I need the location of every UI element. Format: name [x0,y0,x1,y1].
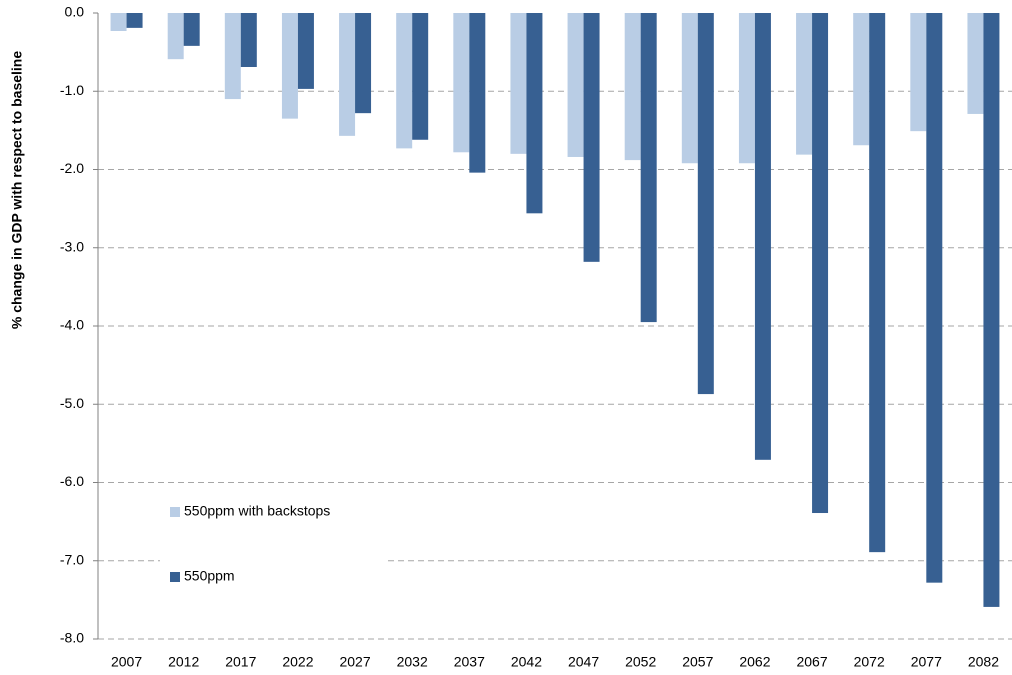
legend-label: 550ppm with backstops [184,503,330,519]
bar [453,13,470,153]
bar [853,13,870,146]
bar [412,13,429,140]
y-tick-label: -8.0 [60,630,84,646]
legend-label: 550ppm [184,568,235,584]
y-tick-label: -5.0 [60,395,84,411]
y-axis-title: % change in GDP with respect to baseline [9,51,25,329]
x-tick-label: 2017 [225,654,256,670]
bar [110,13,127,31]
x-tick-label: 2047 [568,654,599,670]
bar [983,13,1000,607]
bar [681,13,698,164]
y-tick-label: 0.0 [65,4,85,20]
x-tick-label: 2022 [282,654,313,670]
y-tick-label: -4.0 [60,317,84,333]
x-tick-label: 2082 [968,654,999,670]
x-tick-label: 2052 [625,654,656,670]
bar [526,13,543,214]
legend-background [160,494,385,599]
bar [281,13,298,119]
bar [167,13,184,60]
x-tick-label: 2042 [511,654,542,670]
bar [567,13,584,157]
bar [869,13,886,553]
x-tick-label: 2062 [739,654,770,670]
bar [224,13,241,100]
bar [355,13,372,114]
bar [624,13,641,161]
bar [967,13,984,114]
y-tick-label: -1.0 [60,82,84,98]
bar [469,13,486,173]
y-tick-label: -7.0 [60,551,84,567]
legend-swatch [170,572,180,582]
bar [583,13,600,262]
bar [812,13,829,514]
bar [240,13,257,67]
bar [640,13,657,323]
y-tick-label: -2.0 [60,160,84,176]
x-tick-label: 2012 [168,654,199,670]
x-tick-label: 2072 [854,654,885,670]
bar [910,13,927,132]
x-tick-label: 2007 [111,654,142,670]
bar [796,13,813,155]
bar [339,13,356,136]
y-tick-label: -3.0 [60,238,84,254]
x-tick-label: 2077 [911,654,942,670]
x-tick-label: 2027 [339,654,370,670]
bar [297,13,314,89]
y-tick-label: -6.0 [60,473,84,489]
x-tick-label: 2037 [454,654,485,670]
bar [926,13,943,583]
x-tick-label: 2067 [796,654,827,670]
bar [396,13,413,149]
bar [697,13,714,395]
bar [754,13,771,460]
x-tick-label: 2032 [397,654,428,670]
bar [738,13,755,164]
x-tick-label: 2057 [682,654,713,670]
bar [510,13,527,154]
legend-swatch [170,507,180,517]
bar [183,13,200,46]
bar [126,13,143,28]
